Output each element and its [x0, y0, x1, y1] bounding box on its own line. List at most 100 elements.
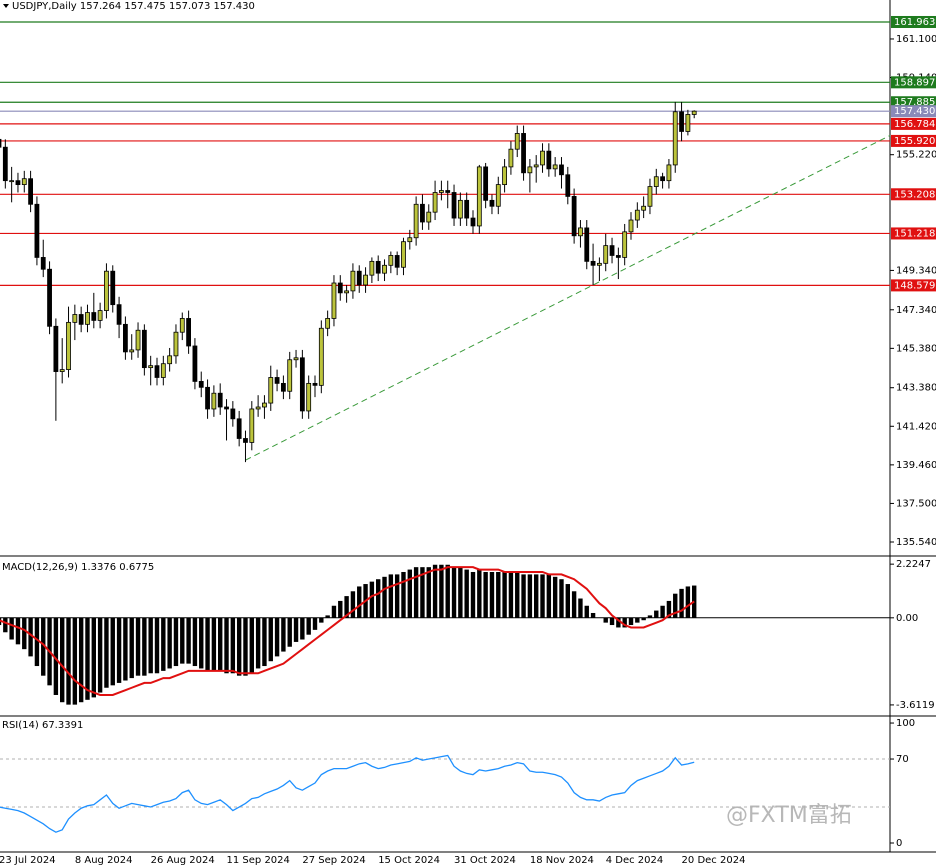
- macd-bar: [142, 617, 147, 676]
- macd-bar: [41, 617, 46, 676]
- macd-bar: [451, 567, 457, 618]
- candle-body: [590, 260, 596, 266]
- candle-body: [666, 164, 672, 182]
- y-tick-label: 149.340: [896, 265, 936, 276]
- level-label: 157.430: [894, 106, 935, 117]
- candle-body: [445, 190, 451, 193]
- candle-body: [85, 312, 90, 325]
- macd-bar: [300, 617, 305, 640]
- x-tick-label: 15 Oct 2024: [378, 855, 440, 866]
- macd-bar: [199, 617, 204, 669]
- macd-bar: [666, 600, 672, 618]
- candle-body: [514, 133, 520, 150]
- macd-bar: [654, 610, 659, 618]
- candle-body: [432, 192, 438, 213]
- macd-bar: [230, 617, 236, 674]
- candle-body: [135, 329, 141, 351]
- x-tick-label: 11 Sep 2024: [227, 855, 290, 866]
- macd-bar: [489, 571, 495, 618]
- candle-body: [401, 241, 406, 268]
- level-label-box: [891, 279, 936, 292]
- candle-body: [527, 166, 533, 174]
- macd-bar: [293, 617, 299, 642]
- macd-bar: [432, 564, 438, 618]
- macd-bar: [603, 617, 608, 623]
- macd-bar: [679, 588, 684, 618]
- candle-body: [236, 418, 242, 439]
- candle-body: [129, 349, 135, 353]
- candle-body: [426, 211, 432, 223]
- candle-body: [306, 382, 312, 412]
- macd-bar: [72, 617, 78, 705]
- x-tick-label: 26 Aug 2024: [151, 855, 215, 866]
- candle-body: [198, 381, 204, 388]
- symbol-marker: [3, 4, 9, 8]
- level-label: 156.784: [894, 119, 935, 130]
- macd-bar: [420, 567, 425, 618]
- level-label-box: [891, 76, 936, 89]
- y-tick-label: 147.340: [896, 305, 936, 316]
- macd-bar: [445, 564, 450, 618]
- candle-body: [641, 205, 647, 211]
- macd-bar: [274, 617, 280, 657]
- macd-bar: [154, 617, 160, 674]
- level-label-box: [891, 105, 936, 118]
- macd-title: MACD(12,26,9) 1.3376 0.6775: [2, 562, 154, 573]
- level-label: 153.208: [894, 189, 935, 200]
- macd-bar: [281, 617, 286, 652]
- candle-body: [502, 166, 508, 186]
- y-tick-label: -3.6119: [896, 700, 935, 711]
- candle-body: [2, 146, 8, 182]
- candle-body: [457, 199, 463, 219]
- macd-bar: [91, 617, 96, 698]
- y-tick-label: 161.100: [896, 34, 936, 45]
- macd-bar: [148, 617, 153, 674]
- macd-bar: [413, 567, 419, 618]
- candle-body: [634, 209, 640, 221]
- macd-bar: [85, 617, 90, 700]
- macd-bar: [344, 596, 349, 618]
- macd-bar: [3, 617, 8, 633]
- candle-body: [476, 166, 482, 227]
- candle-body: [571, 196, 577, 237]
- candle-body: [533, 164, 539, 168]
- macd-bar: [565, 584, 570, 618]
- candle-body: [647, 186, 653, 207]
- candle-body: [375, 260, 381, 274]
- candle-body: [28, 178, 34, 205]
- macd-bar: [622, 617, 627, 628]
- macd-bar: [641, 617, 646, 621]
- candle-body: [420, 203, 425, 223]
- macd-bar: [609, 617, 615, 626]
- candle-body: [464, 199, 470, 219]
- macd-bar: [559, 579, 564, 618]
- macd-bar: [407, 569, 412, 618]
- macd-bar: [255, 617, 261, 669]
- candle-body: [521, 133, 526, 174]
- candle-body: [312, 382, 318, 386]
- candle-body: [186, 318, 192, 347]
- macd-bar: [439, 564, 444, 618]
- y-tick-label: 0: [896, 838, 902, 849]
- macd-bar: [350, 591, 356, 618]
- macd-bar: [192, 617, 198, 667]
- candle-body: [552, 164, 558, 170]
- candle-body: [483, 166, 489, 201]
- candle-body: [565, 174, 571, 197]
- candle-body: [0, 138, 2, 148]
- candle-body: [299, 357, 305, 412]
- macd-bar: [236, 617, 242, 676]
- candle-body: [9, 180, 15, 183]
- candle-body: [318, 327, 324, 386]
- macd-bar: [116, 617, 122, 683]
- candle-body: [679, 111, 684, 132]
- candle-body: [653, 176, 659, 187]
- macd-bar: [394, 574, 400, 618]
- rsi-line: [0, 754, 695, 833]
- macd-bar: [15, 617, 21, 645]
- candle-body: [470, 217, 476, 227]
- candle-body: [154, 365, 160, 378]
- candle-body: [438, 190, 444, 193]
- candle-body: [685, 114, 691, 132]
- candle-body: [192, 345, 198, 382]
